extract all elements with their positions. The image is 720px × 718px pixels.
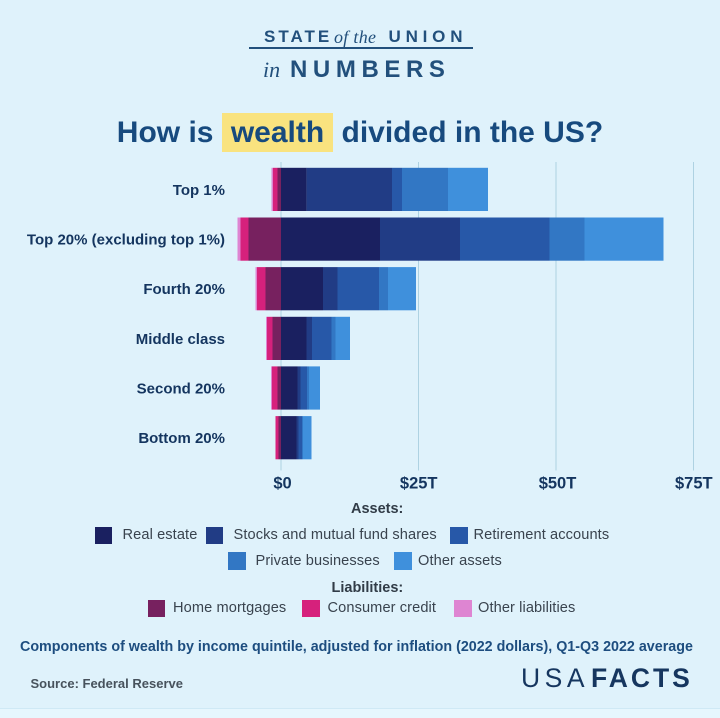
svg-text:Top 20% (excluding top 1%): Top 20% (excluding top 1%)	[27, 232, 225, 249]
svg-text:$25T: $25T	[400, 475, 438, 493]
svg-text:$0: $0	[273, 475, 291, 493]
svg-text:Top 1%: Top 1%	[173, 182, 225, 199]
svg-text:Middle class: Middle class	[136, 331, 225, 348]
svg-text:Second 20%: Second 20%	[137, 381, 225, 398]
svg-text:$50T: $50T	[539, 475, 577, 493]
svg-text:Fourth 20%: Fourth 20%	[143, 281, 225, 298]
svg-text:$75T: $75T	[675, 475, 713, 493]
svg-text:Bottom 20%: Bottom 20%	[138, 430, 225, 447]
